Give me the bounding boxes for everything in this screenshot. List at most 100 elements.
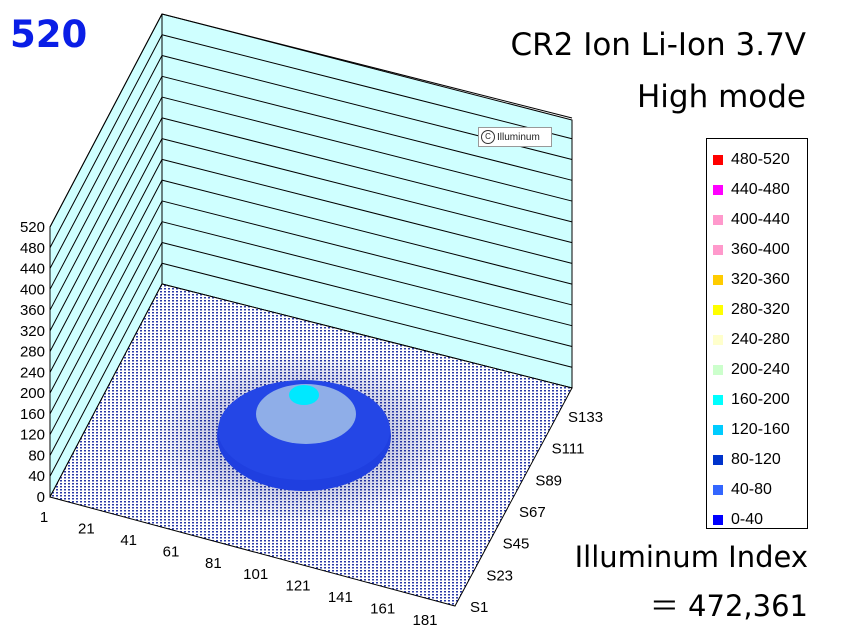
gridline-left-wall — [49, 262, 163, 477]
legend-item: 320-360 — [707, 265, 807, 295]
gridline-back-wall — [161, 96, 573, 202]
legend-item: 480-520 — [707, 145, 807, 175]
y-tick-label: S23 — [486, 567, 513, 584]
legend-item: 40-80 — [707, 475, 807, 505]
z-tick-label: 280 — [20, 344, 45, 361]
gridline-back-wall — [161, 200, 573, 306]
gridline-back-wall — [161, 34, 573, 140]
z-tick-label: 80 — [28, 447, 45, 464]
y-tick-label: S1 — [470, 599, 488, 616]
legend-label: 160-200 — [731, 391, 790, 408]
legend-label: 320-360 — [731, 271, 790, 288]
gridline-left-wall — [49, 138, 163, 352]
legend-label: 240-280 — [731, 331, 790, 348]
legend-swatch — [713, 155, 723, 165]
z-tick-label: 320 — [20, 323, 45, 340]
gridline-back-wall — [161, 241, 573, 347]
gridline-back-wall — [161, 221, 573, 327]
legend-swatch — [713, 365, 723, 375]
peak-value: 520 — [10, 13, 88, 56]
legend-item: 360-400 — [707, 235, 807, 265]
gridline-left-wall — [49, 13, 163, 228]
y-tick-label: S133 — [568, 409, 603, 426]
legend-label: 280-320 — [731, 301, 790, 318]
legend-swatch — [713, 335, 723, 345]
gridline-left-wall — [49, 117, 163, 332]
z-tick-label: 360 — [20, 302, 45, 319]
gridline-back-wall — [161, 262, 573, 368]
gridline-left-wall — [49, 242, 163, 456]
z-tick-label: 440 — [20, 261, 45, 278]
legend-swatch — [713, 425, 723, 435]
x-tick-label: 1 — [40, 509, 48, 526]
gridline-left-wall — [49, 179, 163, 394]
z-tick-label: 120 — [20, 427, 45, 444]
gridline-back-wall — [161, 117, 573, 223]
legend-label: 40-80 — [731, 481, 772, 498]
gridline-back-wall — [161, 179, 573, 285]
x-tick-label: 161 — [370, 601, 395, 618]
index-value: ＝ 472,361 — [649, 589, 808, 623]
legend-label: 440-480 — [731, 181, 790, 198]
x-tick-label: 41 — [120, 532, 137, 549]
legend-item: 120-160 — [707, 415, 807, 445]
x-tick-label: 121 — [285, 578, 310, 595]
legend-label: 80-120 — [731, 451, 781, 468]
legend-swatch — [713, 485, 723, 495]
center-spot-160-200 — [289, 385, 319, 405]
legend-swatch — [713, 305, 723, 315]
legend-label: 200-240 — [731, 361, 790, 378]
gridline-left-wall — [49, 159, 163, 373]
legend-swatch — [713, 185, 723, 195]
x-tick-label: 141 — [328, 589, 353, 606]
legend-item: 80-120 — [707, 445, 807, 475]
z-tick-label: 520 — [20, 219, 45, 236]
legend-item: 400-440 — [707, 205, 807, 235]
z-tick-label: 0 — [37, 489, 45, 506]
chart-title-line2: High mode — [636, 79, 806, 115]
x-tick-label: 21 — [78, 520, 95, 537]
legend-label: 400-440 — [731, 211, 790, 228]
chart-title-line1: CR2 Ion Li-Ion 3.7V — [510, 27, 806, 63]
z-tick-label: 400 — [20, 281, 45, 298]
z-tick-label: 200 — [20, 385, 45, 402]
gridline-left-wall — [49, 221, 163, 435]
gridline-left-wall — [49, 76, 163, 290]
gridline-back-wall — [161, 75, 573, 181]
legend-swatch — [713, 215, 723, 225]
copyright-icon: C — [481, 130, 495, 144]
z-axis-ticks: 0 40 80 120 160 200 240 280 320 360 400 440 480 520 — [20, 219, 45, 506]
x-tick-label: 101 — [243, 566, 268, 583]
index-label: Illuminum Index — [574, 540, 808, 574]
legend-swatch — [713, 455, 723, 465]
legend-label: 480-520 — [731, 151, 790, 168]
y-tick-label: S111 — [552, 441, 585, 458]
z-tick-label: 480 — [20, 240, 45, 257]
y-tick-label: S67 — [519, 504, 546, 521]
gridline-left-wall — [49, 34, 163, 249]
gridline-back-wall — [161, 158, 573, 264]
legend-swatch — [713, 275, 723, 285]
legend-item: 0-40 — [707, 505, 807, 535]
legend-item: 240-280 — [707, 325, 807, 355]
legend: 480-520 440-480 400-440 360-400 320-360 280-3… — [706, 138, 808, 529]
z-tick-label: 160 — [20, 406, 45, 423]
legend-item: 440-480 — [707, 175, 807, 205]
watermark-text: Illuminum — [497, 131, 540, 143]
x-tick-label: 181 — [412, 612, 437, 629]
legend-swatch — [713, 395, 723, 405]
z-tick-label: 240 — [20, 364, 45, 381]
legend-item: 160-200 — [707, 385, 807, 415]
y-axis-ticks: S1 S23 S45 S67 S89 S111 S133 — [470, 409, 603, 616]
x-tick-label: 61 — [163, 543, 180, 560]
mid-ring-120-160 — [256, 384, 356, 444]
gridline-back-wall — [161, 13, 573, 119]
legend-swatch — [713, 245, 723, 255]
legend-label: 360-400 — [731, 241, 790, 258]
legend-label: 120-160 — [731, 421, 790, 438]
gridline-left-wall — [49, 55, 163, 269]
legend-item: 200-240 — [707, 355, 807, 385]
